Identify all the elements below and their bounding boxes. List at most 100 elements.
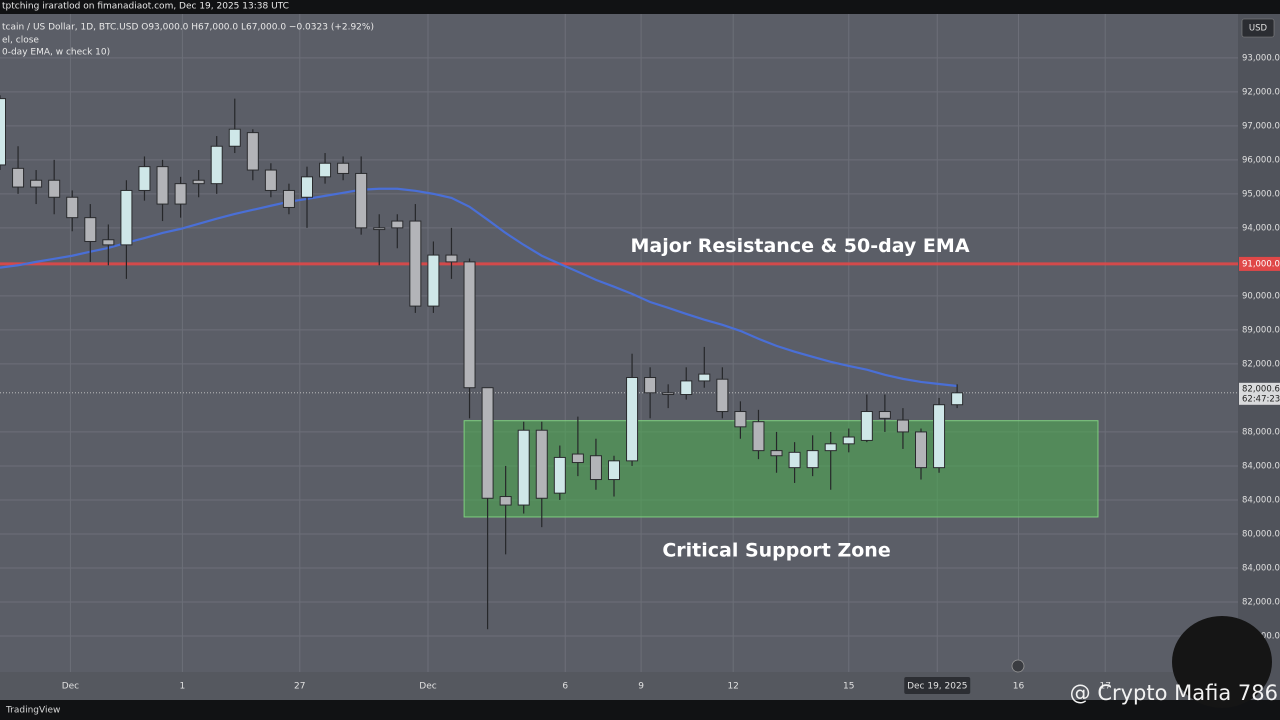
x-tick-label: 16 [1013, 682, 1025, 692]
candle-body [0, 98, 6, 166]
support-zone [463, 420, 1099, 518]
candle-body [102, 239, 115, 246]
watermark-icon [1172, 616, 1272, 708]
x-tick-label: 15 [843, 682, 854, 692]
x-tick-highlight [904, 677, 971, 694]
candle-body [752, 421, 765, 452]
currency-box[interactable] [1241, 18, 1275, 38]
candle-body [30, 179, 43, 188]
candle-body [246, 132, 259, 171]
watermark: @ Crypto Mafia 786 [1070, 681, 1278, 705]
ema-legend: 0-day EMA, w check 10) [2, 48, 110, 58]
candle-body [951, 392, 964, 406]
candle-body [66, 196, 79, 219]
candle-body [915, 431, 927, 469]
lines-layer [0, 187, 1238, 394]
x-tick-label: 9 [638, 682, 644, 692]
candle-body [626, 377, 639, 462]
candle-body [644, 377, 657, 394]
y-tick-label: 96,000.0 [1242, 155, 1280, 165]
candle-body [445, 254, 458, 263]
candle-body [355, 172, 368, 229]
y-tick-label: 82,000.0 [1242, 359, 1280, 369]
countdown-label: 62:47:23 [1242, 394, 1280, 404]
y-tick-label: 84,000.0 [1242, 461, 1280, 471]
ema-line [0, 187, 958, 388]
candle-body [391, 220, 404, 229]
candle-body [716, 378, 729, 413]
candle-body [48, 179, 61, 198]
y-tick-label: 89,000.0 [1242, 325, 1280, 335]
support-zone-layer [463, 420, 1099, 518]
candle-body [608, 460, 620, 481]
candle-body [824, 443, 837, 452]
candle-body [156, 166, 169, 205]
candle-body [120, 189, 133, 246]
candle-body [860, 411, 873, 441]
y-tick-label: 93,000.0 [1242, 53, 1280, 63]
candle-body [337, 162, 350, 174]
candle-body [319, 162, 332, 178]
candle-body [770, 450, 783, 457]
candle-body [517, 429, 530, 506]
candle-body [409, 220, 422, 307]
candle-body [84, 217, 97, 242]
candle-body [878, 411, 891, 419]
candle-body [210, 145, 223, 185]
candle-body [698, 373, 711, 382]
currency[interactable]: USD [1249, 24, 1268, 34]
candle-body [301, 176, 313, 198]
x-tick-label: 12 [727, 682, 738, 692]
candle-body [571, 453, 584, 464]
top-bar [0, 0, 1280, 14]
last-price-label: 82,000.6 [1242, 384, 1280, 394]
candle-body [12, 167, 25, 188]
candle-body [138, 166, 151, 191]
candle-body [228, 128, 241, 147]
indicator-line: el, close [2, 36, 39, 46]
candle-body [589, 455, 602, 481]
candle-body [192, 179, 205, 185]
time-axis-background [0, 672, 1238, 700]
x-tick-label: 17 [1099, 682, 1110, 692]
candle-body [842, 436, 855, 445]
y-tick-label: 80,000.0 [1242, 529, 1280, 539]
bottom-bar [0, 700, 1280, 720]
last-price-box [1239, 382, 1280, 405]
annotation: Major Resistance & 50-day EMA [630, 235, 969, 257]
goto-button[interactable] [1011, 659, 1025, 673]
candle-body [535, 429, 548, 499]
candle-body [427, 254, 440, 307]
candle-body [282, 189, 295, 208]
candle-body [896, 419, 909, 433]
candle-body [264, 169, 277, 191]
x-tick-label: 1 [180, 682, 186, 692]
header-line: tptching iraratlod on fimanadiaot.com, D… [2, 2, 289, 12]
x-tick-label: Dec [419, 682, 436, 692]
y-tick-label: 92,000.0 [1242, 87, 1280, 97]
y-tick-label: 94,000.0 [1242, 223, 1280, 233]
price-axis-background [1238, 0, 1280, 700]
y-tick-label: 82,000.0 [1242, 597, 1280, 607]
y-tick-label: 84,000.0 [1242, 495, 1280, 505]
candle-body [499, 496, 512, 506]
x-tick-label: 27 [294, 682, 305, 692]
candle-body [463, 261, 476, 389]
candle-body [373, 227, 386, 231]
candle-body [806, 450, 819, 469]
candle-body [481, 387, 494, 499]
y-tick-label: 84,000.0 [1242, 563, 1280, 573]
y-tick-label: 90,000.0 [1242, 291, 1280, 301]
candle-body [788, 451, 801, 469]
x-tick-label: Dec [62, 682, 79, 692]
candle-body [680, 380, 693, 396]
annotation: Critical Support Zone [662, 539, 890, 561]
axes-layer: 93,000.0 92,000.0 97,000.0 96,000.0 95,000.0… [62, 53, 1280, 694]
x-tick-label: Dec 19, 2025 [907, 682, 967, 692]
candle-body [174, 183, 187, 205]
resistance-label-box [1239, 256, 1280, 271]
x-tick-label: 6 [562, 682, 568, 692]
candle-body [933, 404, 946, 469]
